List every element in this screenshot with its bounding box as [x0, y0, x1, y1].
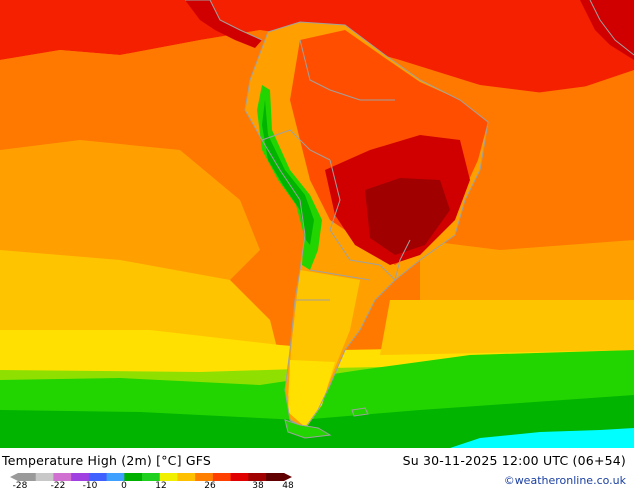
map-footer: Temperature High (2m) [°C] GFS Su 30-11-…	[0, 448, 634, 491]
legend-swatch	[159, 473, 178, 481]
continent-patagonia-south	[288, 360, 335, 428]
band-far-south-green	[0, 395, 634, 448]
legend-swatch	[248, 473, 267, 481]
legend-arrow-right	[284, 473, 292, 481]
legend-tick-label: 0	[121, 481, 127, 491]
legend-swatch	[53, 473, 72, 481]
legend-swatch	[88, 473, 108, 481]
legend-tick-label: -10	[82, 481, 98, 491]
legend-swatch	[266, 473, 285, 481]
legend-tick-label: 48	[282, 481, 294, 491]
legend-arrow-left	[10, 473, 18, 481]
legend-swatch	[18, 473, 37, 481]
legend-swatch	[35, 473, 54, 481]
map-title: Temperature High (2m) [°C] GFS	[2, 453, 212, 468]
band-atlantic-yellow	[380, 300, 634, 355]
continent-hot-core	[365, 178, 450, 255]
color-legend	[10, 473, 292, 481]
falkland-islands	[351, 407, 369, 417]
legend-swatch	[71, 473, 90, 481]
tierra-del-fuego	[284, 419, 332, 439]
credit-link[interactable]: ©weatheronline.co.uk	[503, 474, 626, 487]
legend-swatch	[230, 473, 249, 481]
legend-tick-label: 26	[204, 481, 216, 491]
band-caribbean-red	[0, 0, 634, 95]
map-datetime: Su 30-11-2025 12:00 UTC (06+54)	[402, 453, 626, 468]
legend-tick-label: -22	[50, 481, 66, 491]
legend-swatch	[212, 473, 232, 481]
legend-swatch	[106, 473, 125, 481]
band-cold-ocean	[450, 428, 634, 448]
country-borders	[185, 0, 634, 429]
legend-swatch	[177, 473, 196, 481]
legend-tick-label: 38	[252, 481, 264, 491]
legend-tick-label: -28	[12, 481, 28, 491]
legend-tick-label: 12	[155, 481, 167, 491]
legend-swatch	[195, 473, 214, 481]
temperature-map	[0, 0, 634, 448]
legend-swatch	[124, 473, 143, 481]
central-america	[185, 0, 262, 48]
legend-swatch	[142, 473, 161, 481]
